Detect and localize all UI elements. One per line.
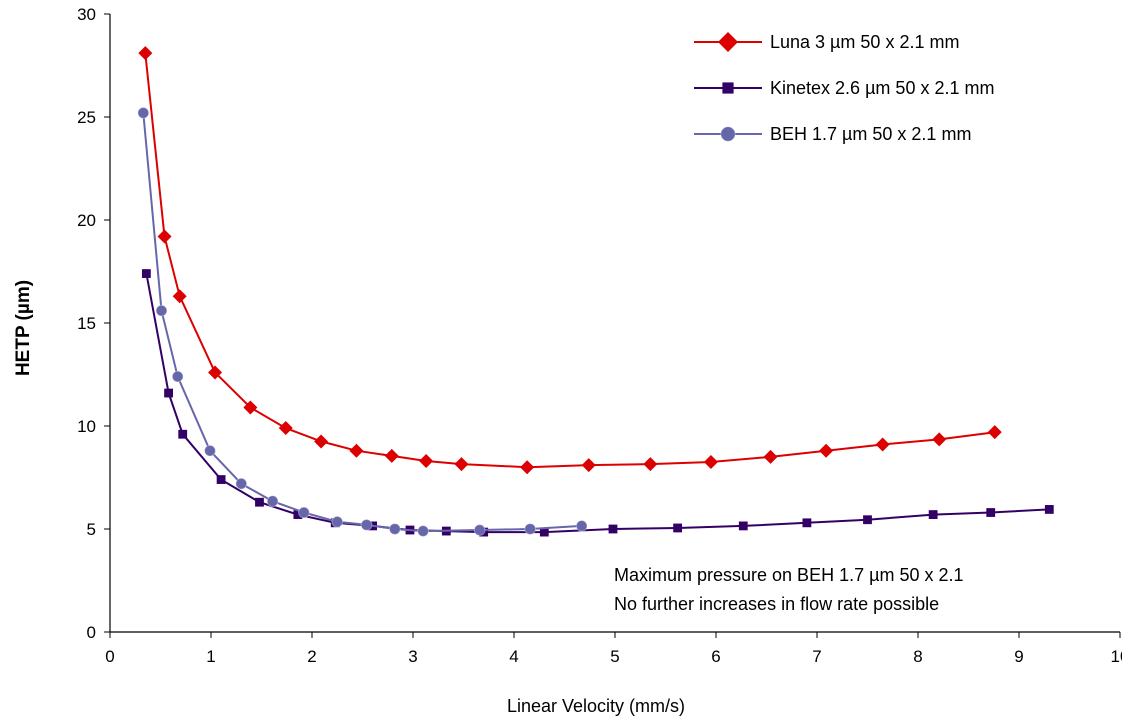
x-tick-label: 10 xyxy=(1111,647,1122,666)
data-point-diamond xyxy=(763,449,778,464)
data-point-circle xyxy=(473,524,486,536)
data-point-diamond xyxy=(314,434,329,449)
annotation-line-2: No further increases in flow rate possib… xyxy=(614,594,939,614)
series-square xyxy=(141,269,1054,537)
data-point-circle xyxy=(298,506,310,519)
y-tick-label: 0 xyxy=(87,623,96,642)
series-circle xyxy=(137,106,588,537)
series-layer xyxy=(137,46,1054,537)
data-point-circle xyxy=(171,370,184,383)
legend-marker-square xyxy=(722,82,734,94)
data-point-diamond xyxy=(932,432,947,447)
data-point-square xyxy=(673,523,683,533)
axes xyxy=(109,14,1120,633)
data-point-diamond xyxy=(987,425,1002,440)
data-point-circle xyxy=(235,477,248,490)
data-point-circle xyxy=(388,523,401,535)
data-point-circle xyxy=(417,525,430,537)
x-axis-ticks: 0 1 2 3 4 5 6 7 8 9 10 xyxy=(105,632,1122,666)
y-tick-label: 30 xyxy=(77,5,96,24)
data-point-square xyxy=(1044,505,1054,514)
data-point-circle xyxy=(204,444,216,457)
x-tick-label: 7 xyxy=(812,647,821,666)
y-axis-title: HETP (µm) xyxy=(13,280,34,376)
data-point-diamond xyxy=(243,400,258,415)
y-tick-label: 25 xyxy=(77,108,96,127)
legend-item: Kinetex 2.6 µm 50 x 2.1 mm xyxy=(694,78,994,98)
y-tick-label: 10 xyxy=(77,417,96,436)
data-point-square xyxy=(255,497,264,507)
data-point-diamond xyxy=(875,437,890,452)
legend-marker-diamond xyxy=(718,32,738,52)
data-point-square xyxy=(164,388,173,398)
data-point-diamond xyxy=(172,289,187,304)
data-point-diamond xyxy=(643,457,658,472)
annotation-line-1: Maximum pressure on BEH 1.7 µm 50 x 2.1 xyxy=(614,565,964,585)
y-tick-label: 15 xyxy=(77,314,96,333)
x-tick-label: 1 xyxy=(206,647,215,666)
data-point-diamond xyxy=(703,455,718,470)
data-point-square xyxy=(738,521,748,531)
data-point-square xyxy=(802,518,812,528)
data-point-square xyxy=(141,269,151,278)
x-tick-label: 4 xyxy=(509,647,518,666)
data-point-diamond xyxy=(384,448,399,463)
series-line xyxy=(142,112,582,533)
data-point-square xyxy=(178,429,188,439)
data-point-circle xyxy=(331,515,344,528)
x-tick-label: 0 xyxy=(105,647,114,666)
data-point-diamond xyxy=(581,458,596,473)
data-point-diamond xyxy=(419,454,434,469)
data-point-square xyxy=(986,508,996,517)
y-tick-label: 20 xyxy=(77,211,96,230)
data-point-square xyxy=(216,475,226,484)
data-point-diamond xyxy=(208,365,223,380)
legend-label: Luna 3 µm 50 x 2.1 mm xyxy=(770,32,959,52)
data-point-circle xyxy=(137,106,150,119)
series-line xyxy=(144,52,995,469)
legend: Luna 3 µm 50 x 2.1 mm Kinetex 2.6 µm 50 x… xyxy=(694,32,994,144)
y-axis-ticks: 0 5 10 15 20 25 30 xyxy=(77,5,110,642)
data-point-diamond xyxy=(520,460,535,475)
data-point-diamond xyxy=(454,457,469,472)
x-tick-label: 8 xyxy=(913,647,922,666)
data-point-diamond xyxy=(157,229,172,244)
series-diamond xyxy=(138,46,1002,475)
series-line xyxy=(145,273,1050,534)
legend-item: Luna 3 µm 50 x 2.1 mm xyxy=(694,32,959,52)
data-point-square xyxy=(293,510,303,519)
data-point-diamond xyxy=(138,46,153,61)
data-point-diamond xyxy=(278,421,293,436)
x-tick-label: 3 xyxy=(408,647,417,666)
legend-label: BEH 1.7 µm 50 x 2.1 mm xyxy=(770,124,971,144)
legend-item: BEH 1.7 µm 50 x 2.1 mm xyxy=(694,124,971,144)
data-point-circle xyxy=(155,304,168,317)
data-point-square xyxy=(608,524,618,534)
data-point-square xyxy=(928,510,938,519)
x-tick-label: 9 xyxy=(1014,647,1023,666)
data-point-circle xyxy=(360,518,373,531)
data-point-diamond xyxy=(349,443,364,458)
x-tick-label: 2 xyxy=(307,647,316,666)
data-point-circle xyxy=(575,520,588,532)
legend-label: Kinetex 2.6 µm 50 x 2.1 mm xyxy=(770,78,994,98)
data-point-circle xyxy=(524,523,537,535)
y-tick-label: 5 xyxy=(87,520,96,539)
data-point-circle xyxy=(266,495,279,508)
legend-marker-circle xyxy=(720,126,736,142)
data-point-square xyxy=(539,527,549,537)
x-tick-label: 5 xyxy=(610,647,619,666)
data-point-square xyxy=(863,515,872,525)
x-axis-title: Linear Velocity (mm/s) xyxy=(507,696,685,716)
x-tick-label: 6 xyxy=(711,647,720,666)
data-point-diamond xyxy=(819,443,834,458)
